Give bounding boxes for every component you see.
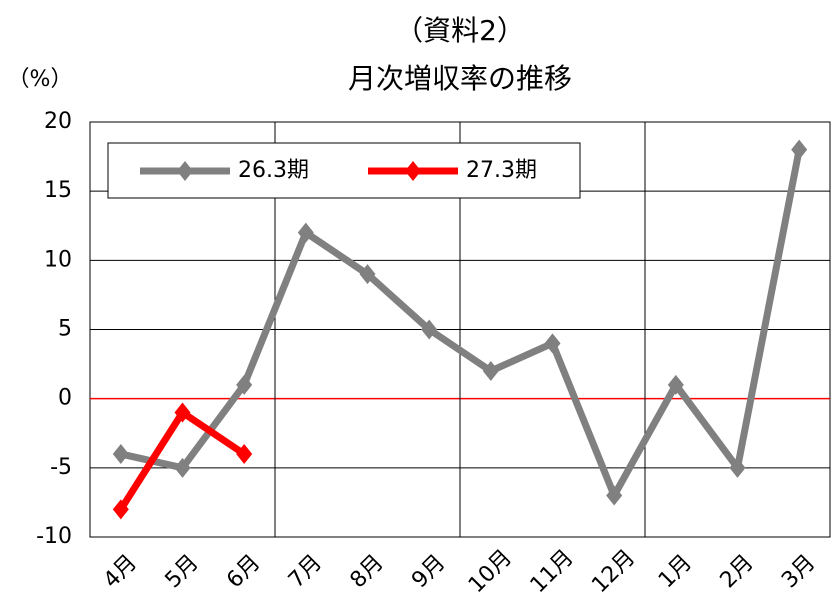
x-tick-label: 11月: [526, 545, 579, 598]
data-point: [729, 457, 746, 478]
x-tick-label: 7月: [284, 550, 327, 593]
data-point: [606, 485, 623, 506]
legend-label: 27.3期: [466, 158, 537, 183]
x-tick-label: 4月: [99, 550, 142, 593]
legend-marker: [405, 161, 421, 181]
data-point: [297, 222, 314, 243]
y-axis-label: （%）: [8, 67, 73, 92]
chart-supertitle: （資料2）: [395, 14, 525, 47]
data-point: [667, 374, 684, 395]
x-tick-label: 1月: [654, 550, 697, 593]
x-tick-label: 5月: [161, 550, 204, 593]
data-point: [421, 319, 438, 340]
data-point: [236, 444, 253, 464]
data-point: [112, 499, 129, 520]
x-tick-label: 9月: [407, 550, 450, 593]
x-tick-label: 12月: [587, 545, 640, 598]
data-point: [359, 264, 376, 285]
x-tick-label: 8月: [346, 550, 389, 593]
y-tick-label: -10: [36, 524, 72, 549]
y-tick-label: 10: [44, 247, 72, 272]
y-tick-label: 5: [58, 317, 72, 342]
legend-label: 26.3期: [238, 158, 309, 183]
x-tick-label: 6月: [222, 550, 265, 593]
data-point: [112, 444, 129, 464]
legend-marker: [177, 161, 193, 181]
x-tick-label: 3月: [777, 550, 820, 593]
series-line: [120, 149, 803, 499]
x-tick-label: 2月: [716, 550, 759, 593]
data-point: [482, 361, 499, 381]
x-tick-label: 10月: [464, 545, 517, 598]
data-point: [174, 402, 191, 423]
data-point: [236, 374, 253, 395]
y-tick-label: 0: [58, 386, 72, 411]
data-point: [791, 139, 808, 160]
y-tick-label: 15: [44, 178, 72, 203]
data-point: [174, 457, 191, 478]
y-tick-label: 20: [44, 109, 72, 134]
y-tick-label: -5: [50, 455, 72, 480]
data-point: [544, 333, 561, 354]
chart-title: 月次増収率の推移: [348, 62, 572, 95]
